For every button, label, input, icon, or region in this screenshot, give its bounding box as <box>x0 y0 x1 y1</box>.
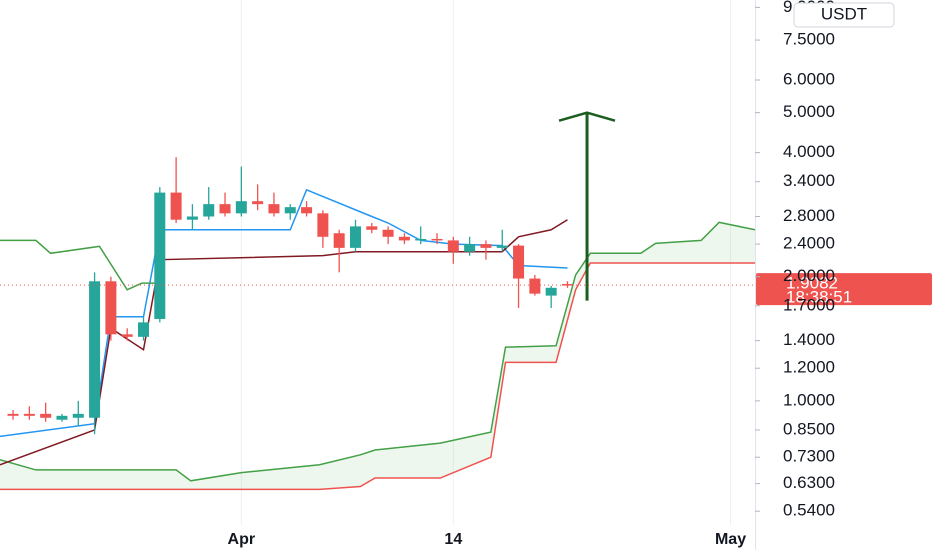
y-tick-label: 1.2000 <box>783 358 835 377</box>
y-tick-label: 2.8000 <box>783 206 835 225</box>
candle-body <box>366 226 378 230</box>
x-tick-label: 14 <box>444 531 462 548</box>
candle-body <box>382 229 394 237</box>
cloud-span-a <box>0 221 756 482</box>
y-tick-label: 7.5000 <box>783 30 835 49</box>
y-tick-label: 0.5400 <box>783 501 835 520</box>
y-tick-label: 5.0000 <box>783 102 835 121</box>
y-tick-label: 1.0000 <box>783 390 835 409</box>
candle-body <box>154 192 166 319</box>
candle-body <box>72 413 84 418</box>
candle-body <box>431 238 443 241</box>
candle-body <box>480 244 492 248</box>
candle-body <box>7 413 19 416</box>
candle-body <box>301 207 313 214</box>
price-badge <box>756 273 932 306</box>
candle-body <box>252 201 264 205</box>
y-tick-label: 0.7300 <box>783 447 835 466</box>
candle-body <box>105 281 117 335</box>
y-tick-label: 2.4000 <box>783 234 835 253</box>
candle-body <box>496 245 508 248</box>
candle-body <box>23 413 35 416</box>
candle-body <box>186 216 198 220</box>
candle-body <box>137 322 149 337</box>
y-tick-label: 0.8500 <box>783 419 835 438</box>
candle-body <box>284 207 296 214</box>
candle-body <box>56 415 68 420</box>
y-tick-label: 4.0000 <box>783 142 835 161</box>
x-tick-label: May <box>715 531 746 548</box>
candle-body <box>317 213 329 237</box>
cloud-span-b <box>0 262 755 491</box>
cloud-fill <box>0 222 755 490</box>
candle-body <box>333 233 345 248</box>
candle-body <box>170 192 182 220</box>
candle-body <box>203 204 215 217</box>
candle-body <box>529 278 541 294</box>
x-tick-label: Apr <box>228 531 256 548</box>
y-tick-label: 0.6300 <box>783 473 835 492</box>
candle-body <box>447 240 459 252</box>
candle-body <box>121 334 133 337</box>
candle-body <box>464 244 476 252</box>
candle-body <box>561 284 573 286</box>
y-tick-label: 3.4000 <box>783 171 835 190</box>
indicator-line <box>0 239 160 291</box>
candle-body <box>545 287 557 296</box>
indicator-line <box>0 219 568 466</box>
candle-body <box>268 204 280 214</box>
price-label: 1.9082 <box>786 274 838 293</box>
arrow-head <box>558 111 616 122</box>
candle-body <box>40 413 52 418</box>
candle-body <box>219 204 231 214</box>
candle-body <box>89 281 101 418</box>
candle-body <box>415 238 427 241</box>
currency-label[interactable]: USDT <box>821 4 867 23</box>
candle-body <box>349 226 361 248</box>
candle-body <box>235 201 247 214</box>
countdown-label: 18:38:51 <box>786 288 852 307</box>
y-tick-label: 6.0000 <box>783 69 835 88</box>
candle-body <box>513 245 525 279</box>
currency-box[interactable] <box>793 2 895 28</box>
candle-body <box>398 236 410 241</box>
y-tick-label: 1.4000 <box>783 330 835 349</box>
y-tick-label: 2.0000 <box>783 266 835 285</box>
y-tick-label: 1.7000 <box>783 295 835 314</box>
